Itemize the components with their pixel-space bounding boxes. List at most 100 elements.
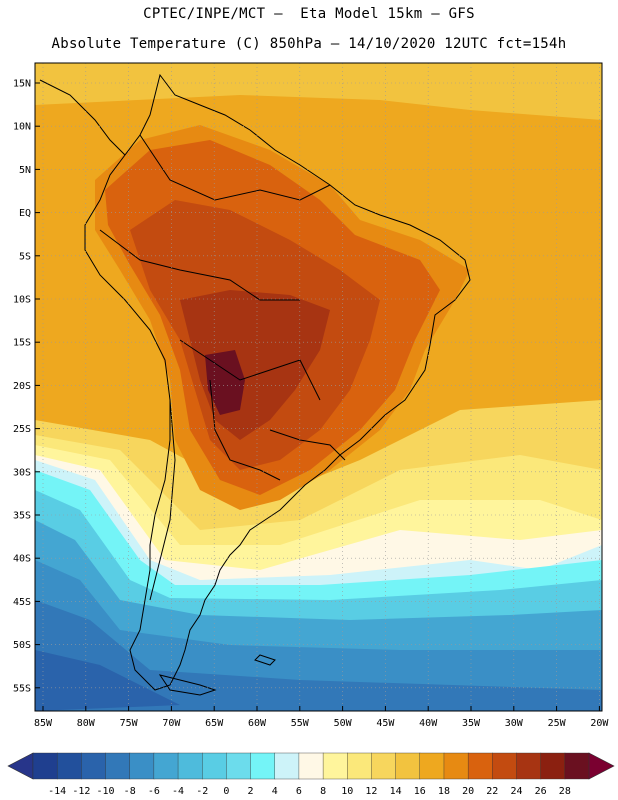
colorbar-tick-label: -12 <box>72 786 90 797</box>
field-band-m10 <box>35 650 180 711</box>
colorbar-tick-label: 20 <box>462 786 474 797</box>
title-line-2: Absolute Temperature (C) 850hPa – 14/10/… <box>51 36 567 52</box>
lon-label: 20W <box>590 718 609 729</box>
colorbar-tick-label: 0 <box>223 786 229 797</box>
lat-label: 5S <box>19 251 31 262</box>
lat-label: 55S <box>13 683 31 694</box>
lon-label: 25W <box>548 718 567 729</box>
field-band-m8 <box>35 600 602 711</box>
border-6 <box>269 429 346 461</box>
colorbar-tick-label: -4 <box>172 786 184 797</box>
colorbar-swatch <box>81 752 107 780</box>
lat-label: 40S <box>13 554 31 565</box>
lat-label: 10S <box>13 295 31 306</box>
coastlines <box>39 73 471 696</box>
colorbar-swatch <box>395 752 421 780</box>
colorbar-tick-label: -10 <box>96 786 114 797</box>
field-north-cool <box>35 63 602 120</box>
lon-label: 35W <box>462 718 481 729</box>
colorbar-tick-label: 18 <box>438 786 450 797</box>
lat-label: 25S <box>13 424 31 435</box>
colorbar-left-arrow <box>7 752 34 780</box>
lat-label: 20S <box>13 381 31 392</box>
colorbar-tick-label: 12 <box>365 786 377 797</box>
colorbar-swatch <box>250 752 276 780</box>
lon-label: 60W <box>248 718 267 729</box>
border-5 <box>149 399 176 601</box>
colorbar-tick-label: -6 <box>148 786 160 797</box>
central-america-coast <box>39 79 126 156</box>
colorbar-swatch <box>419 752 445 780</box>
colorbar-swatch <box>298 752 324 780</box>
border-4 <box>209 379 281 481</box>
colorbar-swatch <box>202 752 227 780</box>
lon-label: 65W <box>205 718 224 729</box>
lon-label: 70W <box>162 718 181 729</box>
lat-label: 5N <box>19 165 31 176</box>
lat-label: 30S <box>13 467 31 478</box>
lat-label: EQ <box>19 208 31 219</box>
colorbar-swatch <box>32 752 58 780</box>
lon-label: 55W <box>291 718 310 729</box>
falkland-islands <box>254 654 276 666</box>
colorbar-swatch <box>56 752 82 780</box>
temperature-field <box>35 63 602 711</box>
colorbar-swatch <box>347 752 372 780</box>
colorbar-swatch <box>322 752 348 780</box>
lon-label: 45W <box>376 718 395 729</box>
colorbar-labels: -14 -12 -10 -8 -6 -4 -2 0 2 4 6 8 10 12 14 16 18 20 22 24 26… <box>48 786 571 797</box>
border-1 <box>139 134 331 201</box>
latitude-labels: 15N 10N 5N EQ 5S 10S 15S 20S 25S 30S 35S 40S 45S 50S 5… <box>13 79 40 694</box>
lat-label: 45S <box>13 597 31 608</box>
lon-label: 85W <box>34 718 53 729</box>
colorbar-tick-label: 26 <box>535 786 547 797</box>
border-2 <box>99 229 300 301</box>
colorbar-swatch <box>153 752 179 780</box>
colorbar-tick-label: 28 <box>559 786 571 797</box>
tierra-del-fuego <box>158 674 217 696</box>
colorbar-tick-label: 16 <box>414 786 426 797</box>
colorbar-right-arrow <box>588 752 615 780</box>
lat-label: 10N <box>13 122 31 133</box>
border-3 <box>179 339 321 401</box>
lon-label: 75W <box>120 718 139 729</box>
lat-label: 15N <box>13 79 31 90</box>
lon-label: 30W <box>505 718 524 729</box>
title-line-1: CPTEC/INPE/MCT – Eta Model 15km – GFS <box>143 6 475 22</box>
colorbar-tick-label: 22 <box>486 786 498 797</box>
colorbar-swatch <box>564 752 590 780</box>
colorbar-tick-label: -2 <box>196 786 208 797</box>
colorbar-swatch <box>492 752 517 780</box>
colorbar-swatch <box>371 752 397 780</box>
colorbar-tick-label: 4 <box>272 786 278 797</box>
map-frame <box>34 62 603 712</box>
lon-label: 40W <box>419 718 438 729</box>
colorbar-swatch <box>443 752 469 780</box>
lat-label: 15S <box>13 338 31 349</box>
colorbar <box>7 752 615 780</box>
colorbar-swatch <box>540 752 566 780</box>
colorbar-swatch <box>467 752 493 780</box>
colorbar-swatch <box>129 752 155 780</box>
colorbar-tick-label: 10 <box>341 786 353 797</box>
colorbar-tick-label: 2 <box>248 786 254 797</box>
lat-label: 35S <box>13 511 31 522</box>
colorbar-swatch <box>177 752 203 780</box>
colorbar-tick-label: 24 <box>510 786 522 797</box>
colorbar-tick-label: 14 <box>390 786 402 797</box>
colorbar-swatch <box>274 752 300 780</box>
field-land-28 <box>205 350 245 415</box>
colorbar-tick-label: -14 <box>48 786 66 797</box>
lon-label: 80W <box>77 718 96 729</box>
colorbar-tick-label: 8 <box>320 786 326 797</box>
lon-label: 50W <box>334 718 353 729</box>
south-america-coast <box>84 73 471 691</box>
lat-label: 50S <box>13 640 31 651</box>
colorbar-swatch <box>226 752 252 780</box>
colorbar-swatch <box>516 752 542 780</box>
longitude-labels: 85W 80W 75W 70W 65W 60W 55W 50W 45W 40W 35W 30W 25W 2… <box>34 706 609 729</box>
colorbar-tick-label: 6 <box>296 786 302 797</box>
grid-lines <box>35 63 602 711</box>
colorbar-swatch <box>105 752 131 780</box>
